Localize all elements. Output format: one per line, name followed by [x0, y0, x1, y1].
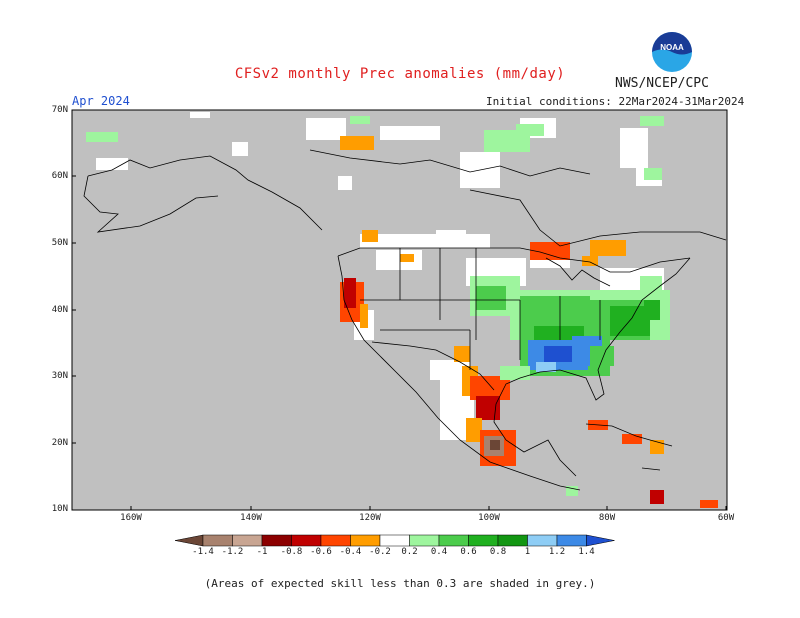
lon-label-60w: 60W [717, 513, 735, 523]
chart-title: CFSv2 monthly Prec anomalies (mm/day) [234, 66, 566, 82]
great-lakes [545, 257, 611, 287]
colorbar-swatch [409, 534, 440, 547]
us-mexico-border [371, 341, 495, 391]
colorbar-swatch [202, 534, 233, 547]
colorbar-swatch [291, 534, 322, 547]
boundaries [83, 149, 727, 491]
west-coast [337, 255, 581, 491]
lon-label-140w: 140W [240, 513, 262, 523]
lat-label-40n: 40N [51, 305, 68, 315]
colorbar-swatch [261, 534, 292, 547]
lat-label-10n: 10N [51, 504, 68, 514]
caribbean [585, 423, 673, 471]
frame-ticks [72, 175, 727, 510]
colorbar-arrow-right [586, 534, 615, 547]
colorbar-tick-label: 0.8 [489, 547, 507, 557]
colorbar-swatch [232, 534, 263, 547]
colorbar-tick-label: -1 [256, 547, 268, 557]
noaa-logo-text: NOAA [660, 43, 684, 52]
lat-label-60n: 60N [51, 171, 68, 181]
colorbar-tick-label: -0.2 [369, 547, 391, 557]
lat-label-50n: 50N [51, 238, 68, 248]
colorbar-arrow-left [174, 534, 204, 547]
canada-arctic [309, 149, 727, 247]
alaska-coast [83, 155, 323, 233]
colorbar-tick-label: 0.4 [430, 547, 448, 557]
colorbar-tick-label: -0.8 [280, 547, 303, 557]
state-lines [360, 248, 601, 370]
lon-label-160w: 160W [120, 513, 142, 523]
colorbar-swatch [379, 534, 410, 547]
lat-label-30n: 30N [51, 371, 68, 381]
colorbar-tick-label: -1.4 [192, 547, 214, 557]
east-coast [493, 257, 691, 477]
colorbar-tick-label: 1.4 [578, 547, 595, 557]
colorbar-swatch [527, 534, 558, 547]
colorbar-tick-label: 0.6 [460, 547, 477, 557]
colorbar-swatch [497, 534, 528, 547]
colorbar-tick-label: 0.2 [401, 547, 418, 557]
skill-footnote: (Areas of expected skill less than 0.3 a… [204, 577, 596, 590]
forecast-month: Apr 2024 [72, 94, 130, 108]
colorbar-tick-label: -0.4 [339, 547, 362, 557]
colorbar-swatch [320, 534, 351, 547]
colorbar-swatch [350, 534, 381, 547]
colorbar-swatch [438, 534, 469, 547]
colorbar-tick-label: 1 [524, 547, 531, 557]
lon-label-120w: 120W [359, 513, 381, 523]
colorbar-tick-label: -0.6 [310, 547, 332, 557]
colorbar-tick-label: 1.2 [548, 547, 566, 557]
colorbar-swatch [556, 534, 587, 547]
agency-label: NWS/NCEP/CPC [615, 76, 709, 91]
lat-label-20n: 20N [51, 438, 68, 448]
initial-conditions: Initial conditions: 22Mar2024-31Mar2024 [486, 95, 745, 108]
lat-label-70n: 70N [51, 105, 68, 115]
lon-label-100w: 100W [478, 513, 500, 523]
lon-label-80w: 80W [598, 513, 616, 523]
colorbar-tick-label: -1.2 [221, 547, 244, 557]
colorbar-swatch [468, 534, 499, 547]
wet-anomalies [86, 116, 670, 496]
noaa-logo: NOAA [652, 32, 692, 72]
